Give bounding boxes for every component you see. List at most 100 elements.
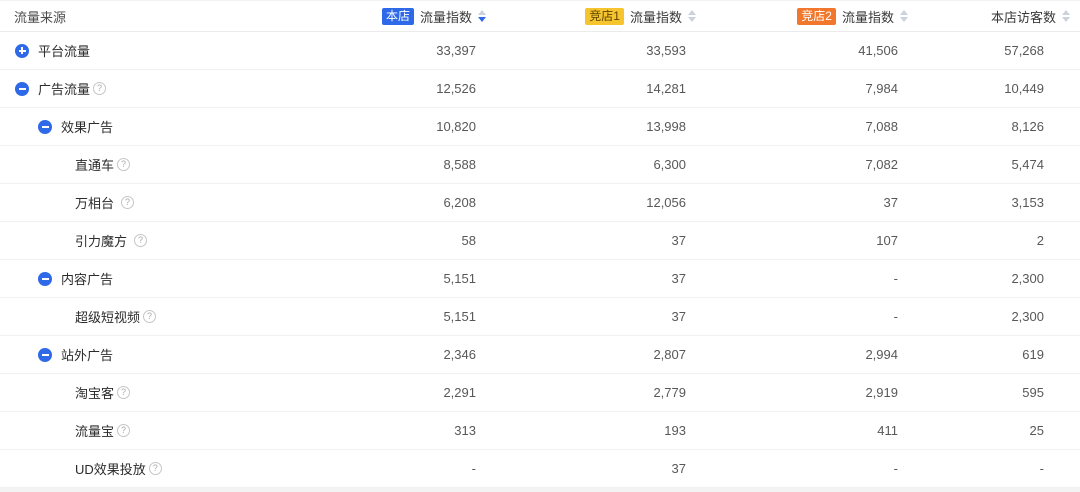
row-label-cell: 平台流量 <box>0 41 360 60</box>
table-row: 广告流量 ? 12,526 14,281 7,984 10,449 <box>0 70 1080 108</box>
competitor1-traffic-index-value: 37 <box>671 461 686 476</box>
shop-visitors-value: 619 <box>1022 347 1044 362</box>
shop-visitors-value: 595 <box>1022 385 1044 400</box>
column-header-label: 流量指数 <box>629 9 682 25</box>
collapse-icon[interactable] <box>38 119 52 134</box>
competitor1-traffic-index-value: 13,998 <box>646 119 686 134</box>
sort-desc-icon <box>688 17 696 22</box>
row-label-cell: 广告流量 ? <box>0 79 360 98</box>
shop-visitors-value: 8,126 <box>1011 119 1044 134</box>
expand-icon[interactable] <box>15 43 29 58</box>
sort-desc-icon <box>900 17 908 22</box>
table-row: 内容广告 5,151 37 - 2,300 <box>0 260 1080 298</box>
competitor2-traffic-index-value: 2,919 <box>865 385 898 400</box>
column-header-label: 流量指数 <box>419 9 472 25</box>
help-icon[interactable]: ? <box>148 462 162 475</box>
shop-traffic-index-value: 2,291 <box>443 385 476 400</box>
sort-icon[interactable] <box>478 10 486 22</box>
row-label-cell: 淘宝客 ? <box>0 383 360 402</box>
competitor2-traffic-index-value: - <box>893 461 898 476</box>
shop-traffic-index-value: 5,151 <box>443 309 476 324</box>
shop-traffic-index-value: 10,820 <box>436 119 476 134</box>
shop-visitors-value: 10,449 <box>1004 81 1044 96</box>
row-label: 万相台 <box>75 196 115 211</box>
row-label: UD效果投放 <box>75 462 146 477</box>
column-header-shop-visitors[interactable]: 本店访客数 <box>912 7 1080 26</box>
row-label-cell: 内容广告 <box>0 269 360 288</box>
row-label: 流量宝 <box>75 424 115 439</box>
competitor1-traffic-index-value: 193 <box>664 423 686 438</box>
help-icon[interactable]: ? <box>143 310 157 323</box>
column-header-label: 本店访客数 <box>990 9 1056 25</box>
table-row: 淘宝客 ? 2,291 2,779 2,919 595 <box>0 374 1080 412</box>
sort-asc-icon <box>900 10 908 15</box>
sort-desc-icon <box>478 17 486 22</box>
competitor2-traffic-index-value: - <box>893 271 898 286</box>
help-icon[interactable]: ? <box>93 82 107 95</box>
table-row: 效果广告 10,820 13,998 7,088 8,126 <box>0 108 1080 146</box>
row-label-cell: 超级短视频 ? <box>0 307 360 326</box>
column-header-shop-traffic-index[interactable]: 本店 流量指数 <box>360 7 490 26</box>
competitor1-traffic-index-value: 37 <box>671 309 686 324</box>
collapse-icon[interactable] <box>38 271 52 286</box>
sort-asc-icon <box>1062 10 1070 15</box>
competitor1-badge: 竞店1 <box>585 7 624 25</box>
table-row: 万相台 ? 6,208 12,056 37 3,153 <box>0 184 1080 222</box>
row-label: 广告流量 <box>38 82 91 97</box>
competitor1-traffic-index-value: 37 <box>671 233 686 248</box>
shop-traffic-index-value: - <box>471 461 476 476</box>
competitor2-traffic-index-value: 41,506 <box>858 43 898 58</box>
table-header: 流量来源 本店 流量指数 竞店1 流量指数 竞店2 流量指数 <box>0 1 1080 32</box>
competitor1-traffic-index-value: 6,300 <box>653 157 686 172</box>
shop-traffic-index-value: 8,588 <box>443 157 476 172</box>
row-label: 效果广告 <box>61 120 114 135</box>
help-icon[interactable]: ? <box>117 386 131 399</box>
shop-traffic-index-value: 33,397 <box>436 43 476 58</box>
competitor1-traffic-index-value: 12,056 <box>646 195 686 210</box>
shop-visitors-value: 5,474 <box>1011 157 1044 172</box>
column-header-label: 流量指数 <box>841 9 894 25</box>
collapse-icon[interactable] <box>15 81 29 96</box>
row-label: 超级短视频 <box>75 310 141 325</box>
row-label: 引力魔方 <box>75 234 128 249</box>
help-icon[interactable]: ? <box>134 234 148 247</box>
sort-icon[interactable] <box>1062 10 1070 22</box>
help-icon[interactable]: ? <box>117 424 131 437</box>
competitor2-traffic-index-value: 411 <box>877 423 898 438</box>
competitor2-traffic-index-value: - <box>893 309 898 324</box>
sort-icon[interactable] <box>688 10 696 22</box>
table-row: UD效果投放 ? - 37 - - <box>0 450 1080 488</box>
shop-traffic-index-value: 12,526 <box>436 81 476 96</box>
competitor2-traffic-index-value: 7,088 <box>865 119 898 134</box>
table-row: 引力魔方 ? 58 37 107 2 <box>0 222 1080 260</box>
row-label-cell: 直通车 ? <box>0 155 360 174</box>
column-header-competitor1-traffic-index[interactable]: 竞店1 流量指数 <box>490 7 700 26</box>
shop-traffic-index-value: 313 <box>454 423 476 438</box>
table-row: 平台流量 33,397 33,593 41,506 57,268 <box>0 32 1080 70</box>
shop-visitors-value: - <box>1039 461 1044 476</box>
competitor2-traffic-index-value: 2,994 <box>865 347 898 362</box>
shop-visitors-value: 2,300 <box>1011 309 1044 324</box>
table-row: 超级短视频 ? 5,151 37 - 2,300 <box>0 298 1080 336</box>
column-header-traffic-source: 流量来源 <box>14 9 67 25</box>
help-icon[interactable]: ? <box>117 158 131 171</box>
row-label: 平台流量 <box>38 44 91 59</box>
sort-icon[interactable] <box>900 10 908 22</box>
row-label-cell: 引力魔方 ? <box>0 231 360 250</box>
shop-visitors-value: 3,153 <box>1011 195 1044 210</box>
competitor2-badge: 竞店2 <box>797 7 836 25</box>
collapse-icon[interactable] <box>38 347 52 362</box>
table-row: 流量宝 ? 313 193 411 25 <box>0 412 1080 450</box>
shop-visitors-value: 25 <box>1029 423 1044 438</box>
shop-badge: 本店 <box>381 7 414 25</box>
shop-traffic-index-value: 2,346 <box>443 347 476 362</box>
competitor1-traffic-index-value: 33,593 <box>646 43 686 58</box>
shop-visitors-value: 2 <box>1036 233 1044 248</box>
help-icon[interactable]: ? <box>121 196 135 209</box>
column-header-competitor2-traffic-index[interactable]: 竞店2 流量指数 <box>700 7 912 26</box>
competitor2-traffic-index-value: 7,984 <box>865 81 898 96</box>
sort-desc-icon <box>1062 17 1070 22</box>
row-label-cell: 流量宝 ? <box>0 421 360 440</box>
row-label: 淘宝客 <box>75 386 115 401</box>
